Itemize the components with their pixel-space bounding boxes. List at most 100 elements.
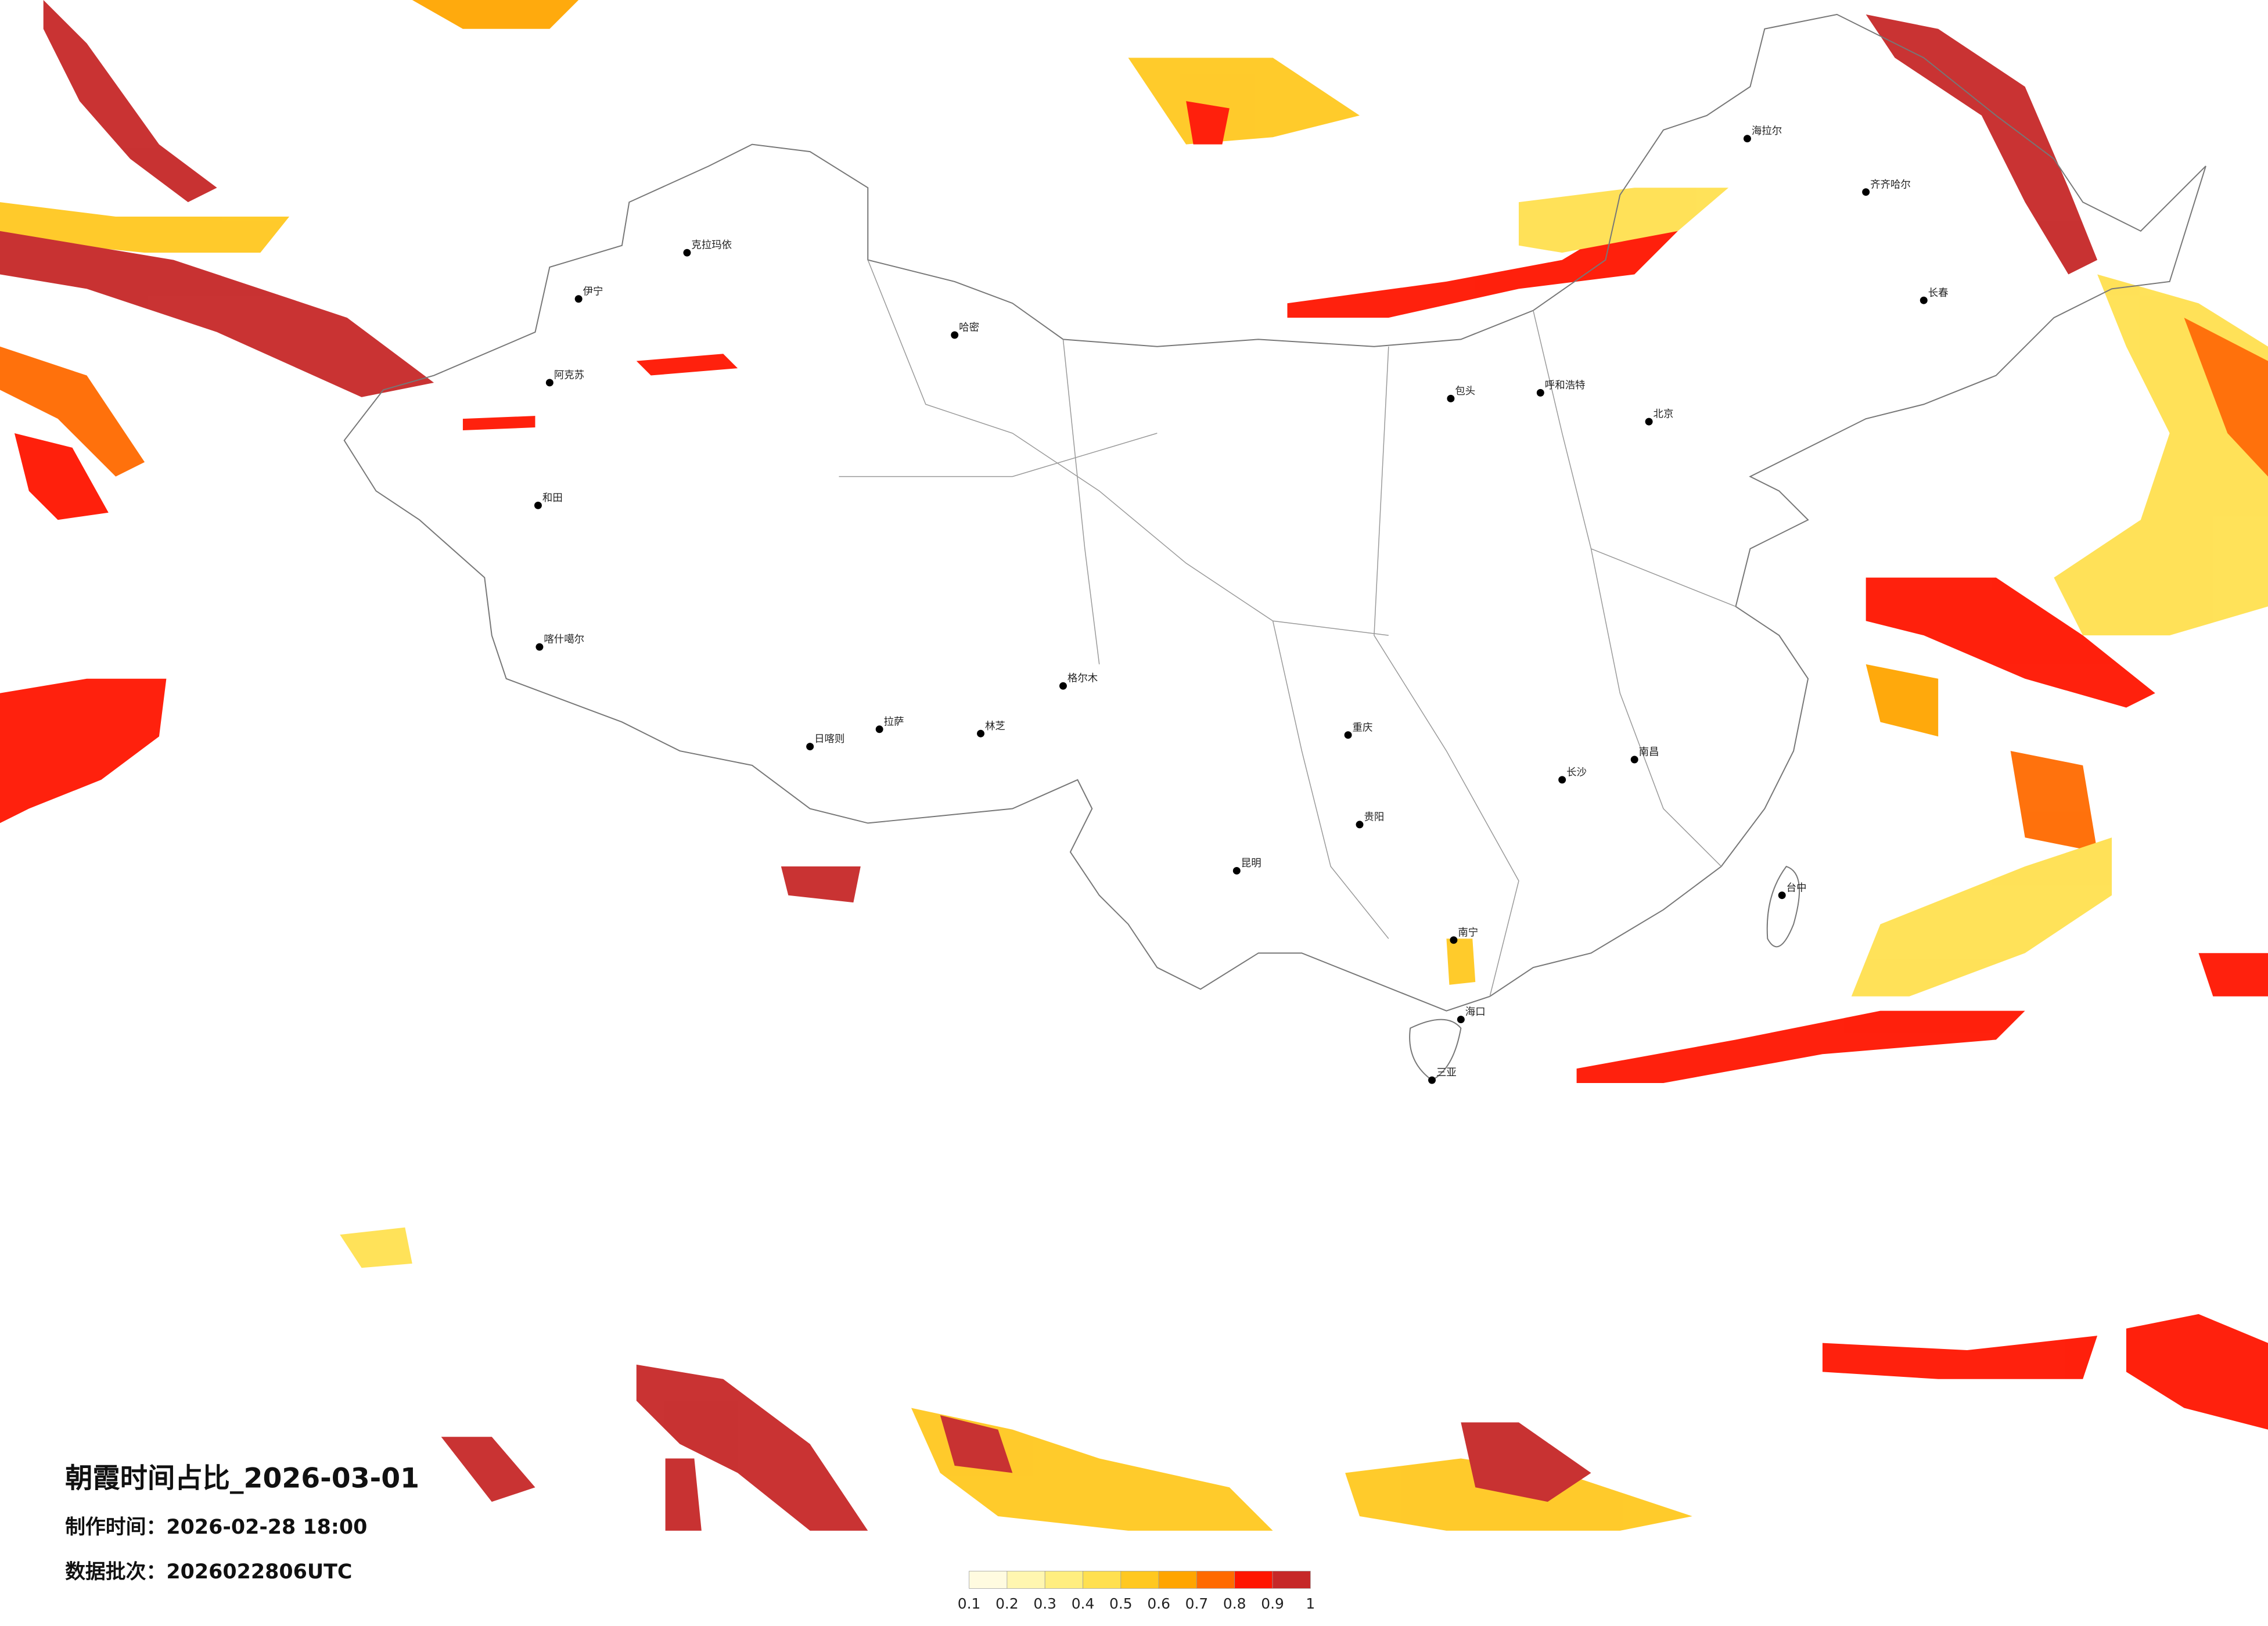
- colorbar-tick-label: 0.7: [1185, 1595, 1209, 1612]
- colorbar-box: [1007, 1571, 1045, 1589]
- city-dot: [1862, 188, 1870, 196]
- shade: [1461, 1422, 1591, 1502]
- city-label: 阿克苏: [554, 370, 584, 382]
- shade: [1866, 14, 2098, 275]
- colorbar-box: [1120, 1571, 1159, 1589]
- shade: [1128, 57, 1360, 145]
- colorbar-tick-label: 0.8: [1223, 1595, 1246, 1612]
- city-label: 齐齐哈尔: [1870, 179, 1911, 190]
- shade: [636, 1364, 868, 1531]
- city-label: 哈密: [959, 322, 979, 333]
- data-batch: 数据批次：2026022806UTC: [65, 1560, 352, 1584]
- colorbar-box: [1196, 1571, 1235, 1589]
- city-label: 南昌: [1639, 747, 1659, 758]
- city-dot: [534, 501, 542, 509]
- city-dot: [1447, 394, 1455, 402]
- city-dot: [1457, 1016, 1465, 1024]
- shade: [462, 416, 535, 431]
- city-dot: [574, 295, 583, 303]
- shade: [43, 0, 217, 203]
- city-label: 北京: [1654, 409, 1674, 420]
- colorbar-box: [969, 1571, 1008, 1589]
- taiwan-outline: [1766, 865, 1800, 948]
- colorbar-box: [1083, 1571, 1122, 1589]
- colorbar: 0.1 0.2 0.3 0.4 0.5 0.6 0.7 0.8 0.9 1: [958, 1571, 1315, 1612]
- shade: [1866, 664, 1939, 737]
- colorbar-tick-label: 0.1: [958, 1595, 981, 1612]
- city-label: 呼和浩特: [1545, 380, 1586, 391]
- shade: [0, 678, 167, 823]
- city-label: 日喀则: [814, 733, 844, 745]
- shade: [441, 1437, 535, 1502]
- shade: [2184, 318, 2268, 477]
- colorbar-tick-label: 0.6: [1147, 1595, 1170, 1612]
- shading: [0, 0, 2268, 1531]
- colorbar-box: [1272, 1571, 1311, 1589]
- city-label: 喀什噶尔: [544, 634, 584, 646]
- city-dot: [1645, 418, 1653, 426]
- city-label: 重庆: [1353, 722, 1373, 733]
- city-dot: [1356, 821, 1364, 829]
- map-title: 朝霞时间占比_2026-03-01: [65, 1462, 419, 1494]
- colorbar-tick-label: 0.9: [1261, 1595, 1284, 1612]
- city-dot: [1778, 891, 1786, 900]
- city-dot: [977, 729, 984, 738]
- colorbar-box: [1234, 1571, 1273, 1589]
- city-label: 贵阳: [1364, 811, 1384, 823]
- country-outline: [343, 13, 2206, 1012]
- city-label: 海口: [1465, 1006, 1486, 1018]
- shade: [0, 231, 434, 397]
- shade: [0, 202, 290, 253]
- colorbar-tick-label: 0.2: [995, 1595, 1019, 1612]
- made-time: 制作时间：2026-02-28 18:00: [65, 1516, 367, 1539]
- colorbar-tick-label: 0.5: [1109, 1595, 1133, 1612]
- city-dot: [535, 643, 544, 651]
- city-dot: [1558, 776, 1566, 784]
- province-borders: [839, 260, 1736, 997]
- city-label: 和田: [542, 492, 563, 504]
- city-dot: [1630, 756, 1638, 764]
- city-label: 林芝: [985, 721, 1005, 732]
- hainan-outline: [1409, 1019, 1462, 1081]
- city-dot: [1536, 388, 1544, 397]
- city-label: 南宁: [1458, 927, 1478, 938]
- colorbar-tick-label: 0.4: [1072, 1595, 1095, 1612]
- city-dot: [1743, 135, 1751, 143]
- city-label: 台中: [1787, 882, 1807, 894]
- shade: [1576, 1010, 2025, 1084]
- city-dot: [1920, 296, 1928, 304]
- city-dot: [806, 743, 814, 751]
- shade: [781, 866, 861, 903]
- shade: [1866, 577, 2155, 708]
- city-label: 伊宁: [583, 286, 603, 297]
- city-dot: [1344, 731, 1352, 739]
- city-dot: [1428, 1076, 1436, 1084]
- shade: [2010, 751, 2098, 852]
- city-label: 格尔木: [1067, 673, 1098, 685]
- city-label: 昆明: [1241, 858, 1261, 869]
- shade: [665, 1458, 702, 1531]
- shade: [636, 354, 738, 376]
- colorbar-tick-label: 0.3: [1033, 1595, 1056, 1612]
- city-dot: [1450, 936, 1458, 944]
- city-label: 克拉玛依: [691, 240, 732, 251]
- city-label: 拉萨: [884, 716, 904, 728]
- city-dot: [951, 331, 959, 339]
- city-dot: [875, 725, 883, 733]
- city-dot: [683, 249, 691, 257]
- colorbar-box: [1044, 1571, 1083, 1589]
- shade: [340, 1227, 412, 1268]
- city-label: 长沙: [1566, 767, 1587, 778]
- shade: [940, 1415, 1013, 1473]
- shade: [1186, 101, 1230, 145]
- shade: [0, 346, 145, 477]
- city-label: 包头: [1455, 386, 1475, 397]
- shade: [1518, 188, 1729, 253]
- shade: [14, 433, 109, 520]
- colorbar-box: [1158, 1571, 1197, 1589]
- shade: [1822, 1336, 2098, 1379]
- shade: [2198, 953, 2268, 997]
